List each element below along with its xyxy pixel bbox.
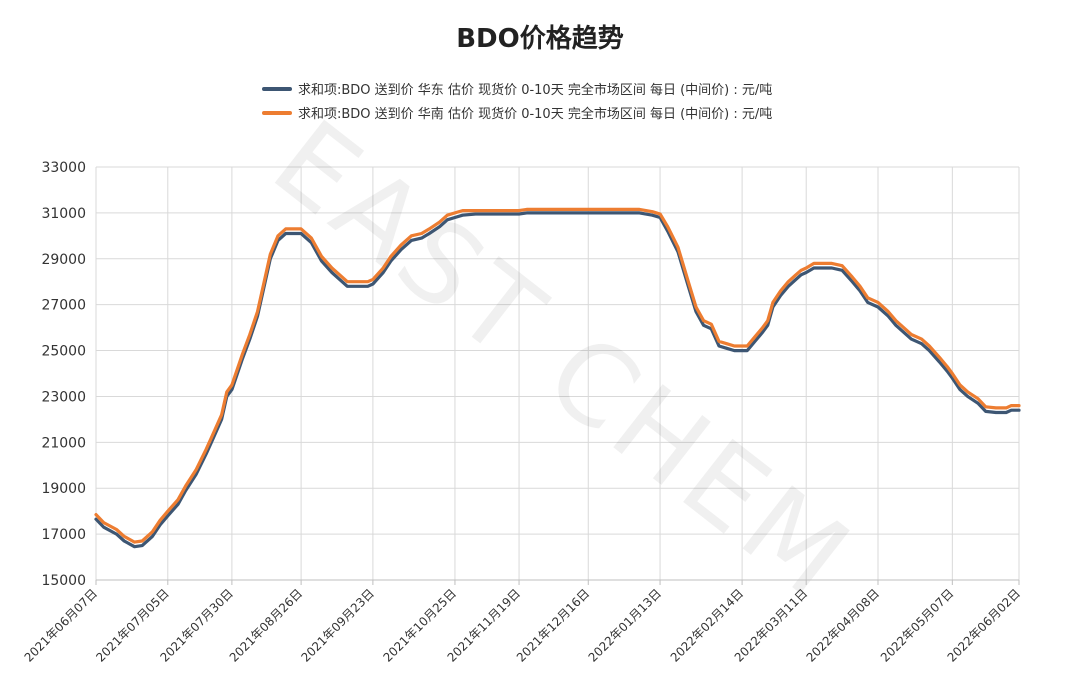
legend-item-south-china: 求和项:BDO 送到价 华南 估价 现货价 0-10天 完全市场区间 每日 (中…: [262, 103, 772, 122]
y-tick-label: 15000: [41, 573, 86, 589]
x-tick-label: 2022年05月07日: [878, 586, 957, 665]
legend-swatch-south-china: [262, 110, 292, 115]
y-tick-label: 19000: [41, 481, 86, 497]
y-tick-label: 25000: [41, 344, 86, 360]
watermark-text: EAST CHEM: [250, 96, 876, 625]
series-line-south-china: [94, 207, 1021, 544]
legend-label-east-china: 求和项:BDO 送到价 华东 估价 现货价 0-10天 完全市场区间 每日 (中…: [298, 83, 773, 98]
legend-label-south-china: 求和项:BDO 送到价 华南 估价 现货价 0-10天 完全市场区间 每日 (中…: [298, 107, 773, 122]
x-tick-label: 2021年09月23日: [298, 586, 377, 665]
x-tick-label: 2021年08月26日: [227, 586, 306, 665]
y-tick-label: 31000: [41, 206, 86, 222]
y-tick-label: 17000: [41, 527, 86, 543]
series-layer: [94, 207, 1021, 549]
y-tick-label: 27000: [41, 298, 86, 314]
grid: [95, 166, 1020, 580]
x-tick-label: 2022年01月13日: [586, 586, 665, 665]
y-tick-label: 23000: [41, 389, 86, 405]
y-tick-label: 29000: [41, 252, 86, 268]
axes: 15000 17000 19000 21000 23000 25000 27000 29000…: [22, 160, 1024, 665]
chart-title: BDO价格趋势: [456, 24, 624, 54]
y-tick-label: 21000: [41, 435, 86, 451]
x-tick-label: 2021年06月07日: [22, 586, 101, 665]
series-line-east-china: [94, 211, 1021, 549]
x-tick-label: 2021年12月16日: [514, 586, 593, 665]
legend-swatch-east-china: [262, 86, 292, 91]
legend-item-east-china: 求和项:BDO 送到价 华东 估价 现货价 0-10天 完全市场区间 每日 (中…: [262, 79, 772, 98]
y-tick-label: 33000: [41, 160, 86, 176]
x-tick-label: 2022年06月02日: [945, 586, 1024, 665]
